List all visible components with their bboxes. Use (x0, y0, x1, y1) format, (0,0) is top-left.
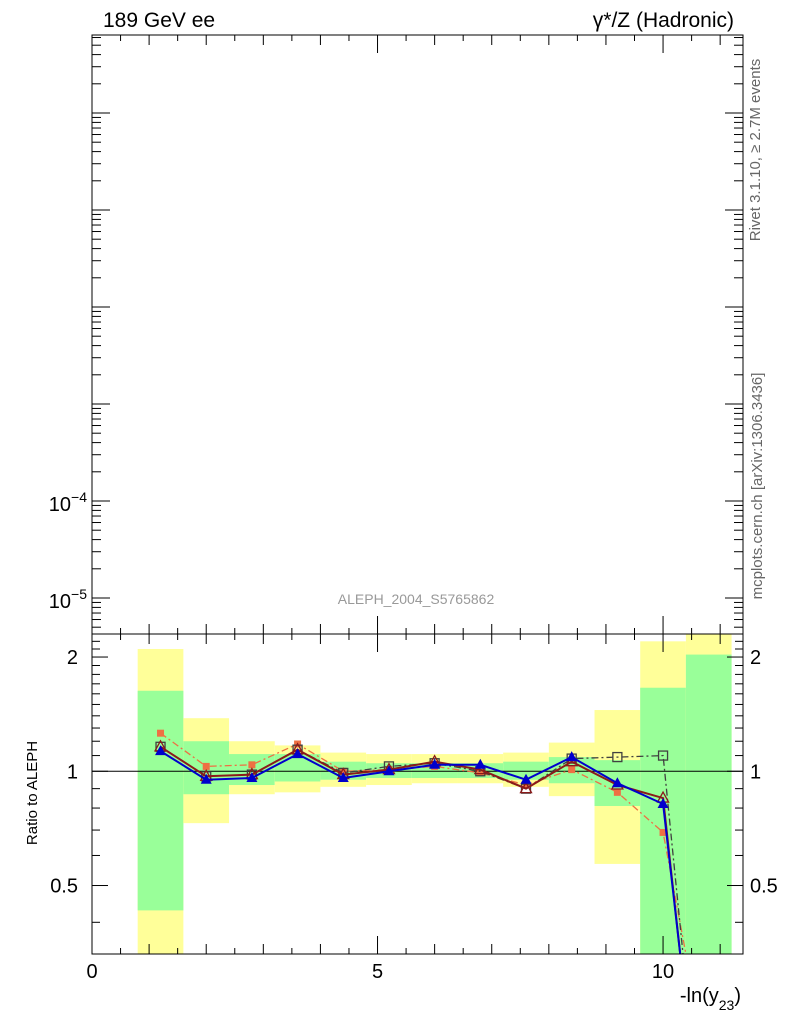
series-1-point-11 (657, 750, 669, 761)
series-3-point-2 (246, 772, 258, 783)
y-tick-label-right-0.5: 0.5 (750, 876, 778, 898)
main-panel: 10−4 10−5 ALEPH_2004_S5765862 (49, 34, 744, 635)
series-3-point-11 (657, 797, 669, 808)
series-0-point-1 (202, 762, 210, 770)
y-tick-label-left-0.5: 0.5 (50, 876, 78, 898)
series-3-point-7 (474, 758, 486, 769)
mc-series (153, 729, 687, 955)
x-tick-label-10: 10 (652, 961, 674, 983)
series-3-point-4 (337, 772, 349, 783)
inner-band-0 (137, 690, 184, 911)
source-label: mcplots.cern.ch [arXiv:1306.3436] (749, 373, 766, 600)
series-0-point-7 (476, 769, 484, 777)
y-tick-label-left-2: 2 (67, 647, 78, 669)
ratio-tick-labels: 0 5 10 0.5 0.5 1 1 2 2 (50, 647, 778, 983)
series-3-point-0 (155, 745, 167, 756)
energy-label: 189 GeV ee (103, 9, 215, 32)
ratio-panel: 0 5 10 0.5 0.5 1 1 2 2 Ratio to ALEPH -ln(y23) (24, 633, 778, 1013)
x-tick-label-5: 5 (372, 961, 383, 983)
series-0-point-4 (339, 767, 347, 775)
x-axis-label: -ln(y23) (680, 985, 741, 1013)
series-3-point-9 (566, 751, 578, 762)
analysis-watermark: ALEPH_2004_S5765862 (338, 591, 495, 607)
ratio-y-axis-label: Ratio to ALEPH (24, 741, 41, 845)
main-panel-ticks (91, 35, 743, 634)
process-label: γ*/Z (Hadronic) (593, 9, 734, 32)
main-panel-frame (91, 34, 744, 635)
ratio-panel-ticks (91, 634, 743, 954)
y-tick-label-1e-5: 10−5 (49, 586, 87, 613)
inner-band-12 (685, 654, 732, 954)
ratio-panel-frame (91, 633, 744, 955)
series-2-point-8 (519, 781, 533, 794)
series-3-point-10 (611, 777, 623, 788)
series-3-point-8 (520, 773, 532, 784)
series-0-point-8 (522, 781, 530, 789)
series-3-point-1 (200, 773, 212, 784)
y-tick-label-left-1: 1 (67, 761, 78, 783)
y-tick-label-right-2: 2 (750, 647, 761, 669)
y-tick-label-1e-4: 10−4 (49, 489, 87, 516)
series-1-point-10 (612, 751, 623, 763)
y-tick-label-right-1: 1 (750, 761, 761, 783)
x-tick-label-0: 0 (86, 961, 97, 983)
rivet-label: Rivet 3.1.10, ≥ 2.7M events (747, 59, 764, 242)
series-3-point-6 (429, 758, 441, 769)
series-3-point-3 (292, 748, 304, 759)
series-3-point-5 (383, 765, 395, 776)
series-0-point-11 (659, 828, 667, 836)
series-0-point-2 (248, 761, 256, 769)
series-0-point-9 (568, 766, 576, 774)
series-0-point-10 (613, 788, 621, 796)
series-0-point-0 (157, 729, 165, 737)
